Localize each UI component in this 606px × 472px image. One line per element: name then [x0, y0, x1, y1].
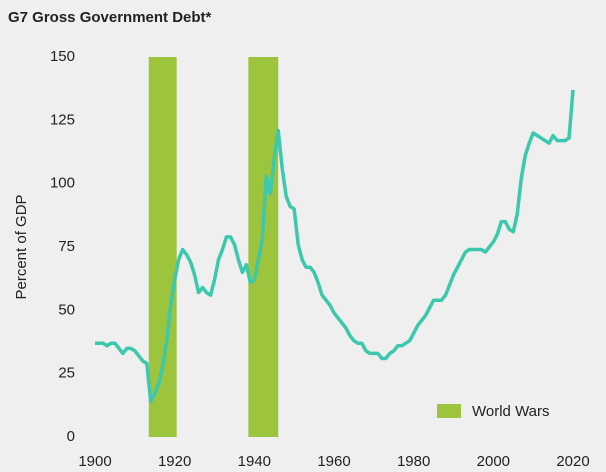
- chart-title: G7 Gross Government Debt*: [8, 9, 212, 26]
- x-tick-label: 1960: [317, 453, 350, 470]
- legend-label: World Wars: [472, 403, 550, 420]
- y-axis-label: Percent of GDP: [13, 194, 30, 299]
- y-tick-label: 125: [50, 111, 75, 128]
- y-tick-label: 75: [58, 238, 75, 255]
- debt-line: [95, 89, 575, 404]
- x-tick-label: 2020: [556, 453, 589, 470]
- x-tick-label: 1980: [397, 453, 430, 470]
- x-tick-label: 1920: [158, 453, 191, 470]
- x-tick-label: 1900: [78, 453, 111, 470]
- y-tick-label: 0: [67, 428, 75, 445]
- legend-swatch: [437, 404, 461, 418]
- war-span: [148, 57, 177, 437]
- x-tick-label: 2000: [477, 453, 510, 470]
- y-tick-label: 25: [58, 365, 75, 382]
- y-tick-label: 100: [50, 175, 75, 192]
- x-tick-label: 1940: [238, 453, 271, 470]
- y-tick-label: 150: [50, 48, 75, 65]
- y-tick-label: 50: [58, 301, 75, 318]
- war-span: [248, 57, 279, 437]
